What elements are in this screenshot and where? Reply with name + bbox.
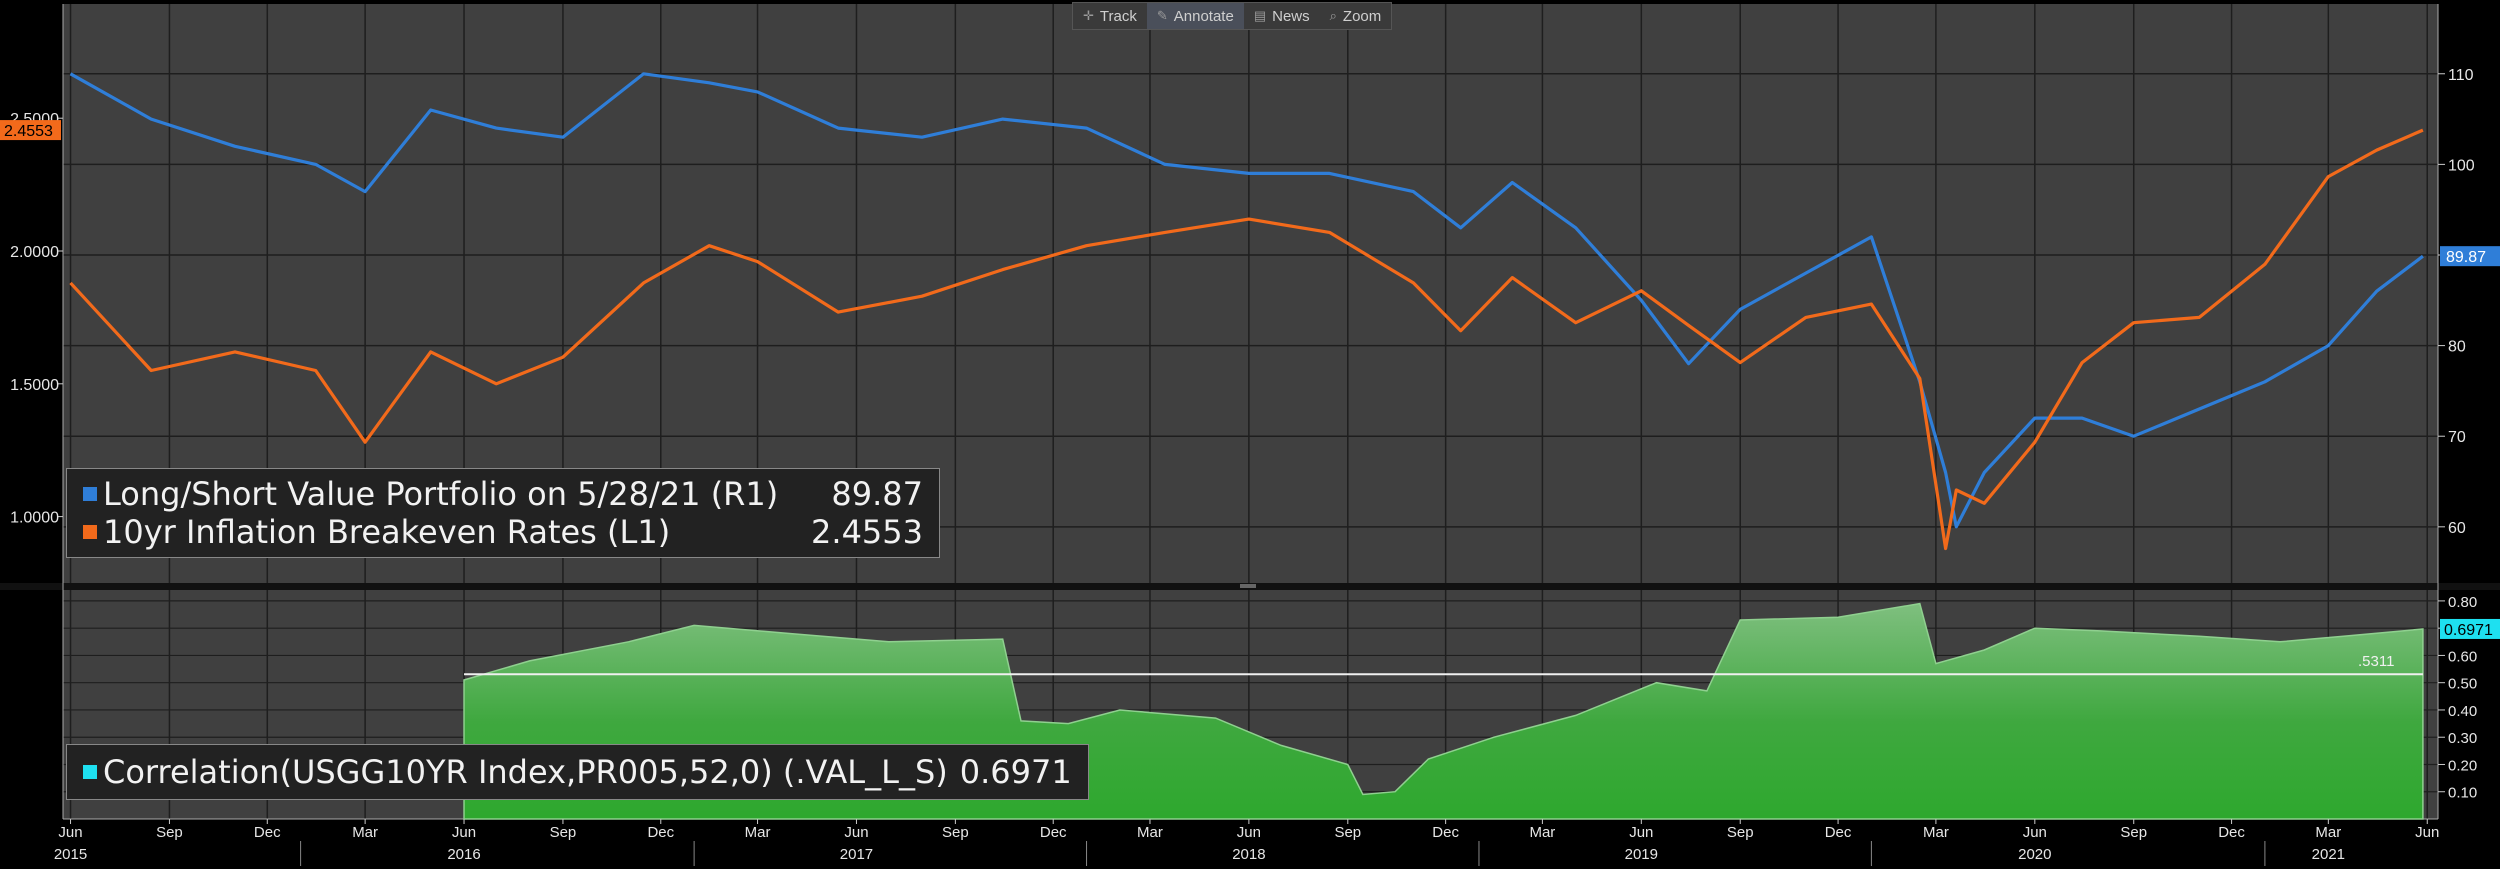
portfolio-line — [69, 72, 2424, 529]
x-month-label: Jun — [58, 824, 82, 841]
legend-portfolio-label: Long/Short Value Portfolio on 5/28/21 (R… — [103, 475, 779, 513]
breakeven-current-marker — [0, 120, 61, 141]
news-label: News — [1272, 7, 1310, 25]
x-month-label: Jun — [1237, 824, 1261, 841]
x-year-label: 2018 — [1232, 846, 1265, 863]
correlation-current-value: 0.6971 — [2444, 622, 2493, 639]
legend-breakeven-label: 10yr Inflation Breakeven Rates (L1) — [103, 513, 671, 551]
correlation-current-marker — [2440, 618, 2500, 639]
magnifier-icon: ⌕ — [1329, 8, 1337, 23]
correlation-tick-label: 0.20 — [2448, 757, 2477, 774]
legend-portfolio: Long/Short Value Portfolio on 5/28/21 (R… — [83, 475, 923, 513]
x-year-label: 2017 — [840, 846, 873, 863]
pane-splitter-handle — [1240, 584, 1256, 588]
x-month-label: Sep — [1334, 824, 1361, 841]
track-button[interactable]: ✛ Track — [1073, 3, 1147, 29]
zoom-label: Zoom — [1342, 7, 1382, 25]
x-month-label: Mar — [1137, 824, 1163, 841]
portfolio-swatch — [83, 487, 97, 501]
x-year-label: 2015 — [54, 846, 87, 863]
x-month-label: Sep — [2120, 824, 2147, 841]
portfolio-current-value: 89.87 — [2446, 249, 2486, 266]
x-month-label: Mar — [2315, 824, 2341, 841]
left-tick-label: 1.0000 — [10, 510, 59, 527]
correlation-tick-label: 0.60 — [2448, 648, 2477, 665]
x-year-label: 2020 — [2018, 846, 2051, 863]
legend-breakeven-value: 2.4553 — [811, 513, 923, 551]
x-month-label: Jun — [2023, 824, 2047, 841]
annotate-button[interactable]: ✎ Annotate — [1146, 3, 1244, 29]
annotate-label: Annotate — [1173, 7, 1234, 25]
portfolio-current-marker — [2440, 246, 2500, 267]
right-tick-label: 60 — [2448, 520, 2466, 537]
correlation-tick-label: 0.30 — [2448, 730, 2477, 747]
legend-bottom: Correlation(USGG10YR Index,PR005,52,0) (… — [66, 744, 1089, 800]
right-tick-label: 100 — [2448, 157, 2475, 174]
correlation-tick-label: 0.50 — [2448, 676, 2477, 693]
left-tick-label: 1.5000 — [10, 377, 59, 394]
zoom-button[interactable]: ⌕ Zoom — [1320, 3, 1392, 29]
x-month-label: Jun — [452, 824, 476, 841]
breakeven-current-value: 2.4553 — [4, 123, 53, 140]
x-month-label: Mar — [1529, 824, 1555, 841]
correlation-tick-label: 0.80 — [2448, 594, 2477, 611]
x-month-label: Sep — [550, 824, 577, 841]
left-tick-label: 2.0000 — [10, 244, 59, 261]
x-month-label: Sep — [156, 824, 183, 841]
correlation-tick-label: 0.10 — [2448, 785, 2477, 802]
news-button[interactable]: ▤ News — [1244, 3, 1320, 29]
x-month-label: Dec — [647, 824, 674, 841]
x-month-label: Dec — [254, 824, 281, 841]
x-year-label: 2021 — [2312, 846, 2345, 863]
correlation-mean-label: .5311 — [2358, 653, 2394, 670]
right-tick-label: 70 — [2448, 429, 2466, 446]
legend-correlation: Correlation(USGG10YR Index,PR005,52,0) (… — [83, 753, 1072, 791]
correlation-tick-label: 0.40 — [2448, 703, 2477, 720]
right-tick-label: 80 — [2448, 339, 2466, 356]
legend-correlation-label: Correlation(USGG10YR Index,PR005,52,0) (… — [103, 753, 948, 791]
legend-breakeven: 10yr Inflation Breakeven Rates (L1) 2.45… — [83, 513, 923, 551]
x-month-label: Sep — [942, 824, 969, 841]
legend-portfolio-value: 89.87 — [831, 475, 923, 513]
x-month-label: Jun — [2415, 824, 2439, 841]
x-year-label: 2019 — [1625, 846, 1658, 863]
breakeven-swatch — [83, 525, 97, 539]
pencil-icon: ✎ — [1156, 8, 1168, 23]
chart-toolbar: ✛ Track ✎ Annotate ▤ News ⌕ Zoom — [1072, 2, 1393, 30]
x-month-label: Jun — [844, 824, 868, 841]
breakeven-line — [69, 128, 2424, 551]
legend-top: Long/Short Value Portfolio on 5/28/21 (R… — [66, 468, 940, 558]
x-month-label: Mar — [352, 824, 378, 841]
right-tick-label: 110 — [2448, 67, 2474, 84]
x-month-label: Mar — [745, 824, 771, 841]
x-month-label: Sep — [1727, 824, 1754, 841]
x-month-label: Dec — [1825, 824, 1852, 841]
correlation-swatch — [83, 765, 97, 779]
x-month-label: Jun — [1629, 824, 1653, 841]
x-month-label: Mar — [1923, 824, 1949, 841]
x-year-label: 2016 — [447, 846, 480, 863]
x-month-label: Dec — [2218, 824, 2245, 841]
crosshair-icon: ✛ — [1083, 8, 1094, 23]
legend-correlation-value: 0.6971 — [959, 753, 1072, 791]
x-month-label: Dec — [1040, 824, 1067, 841]
x-month-label: Dec — [1432, 824, 1459, 841]
news-icon: ▤ — [1253, 8, 1267, 23]
track-label: Track — [1099, 7, 1137, 25]
